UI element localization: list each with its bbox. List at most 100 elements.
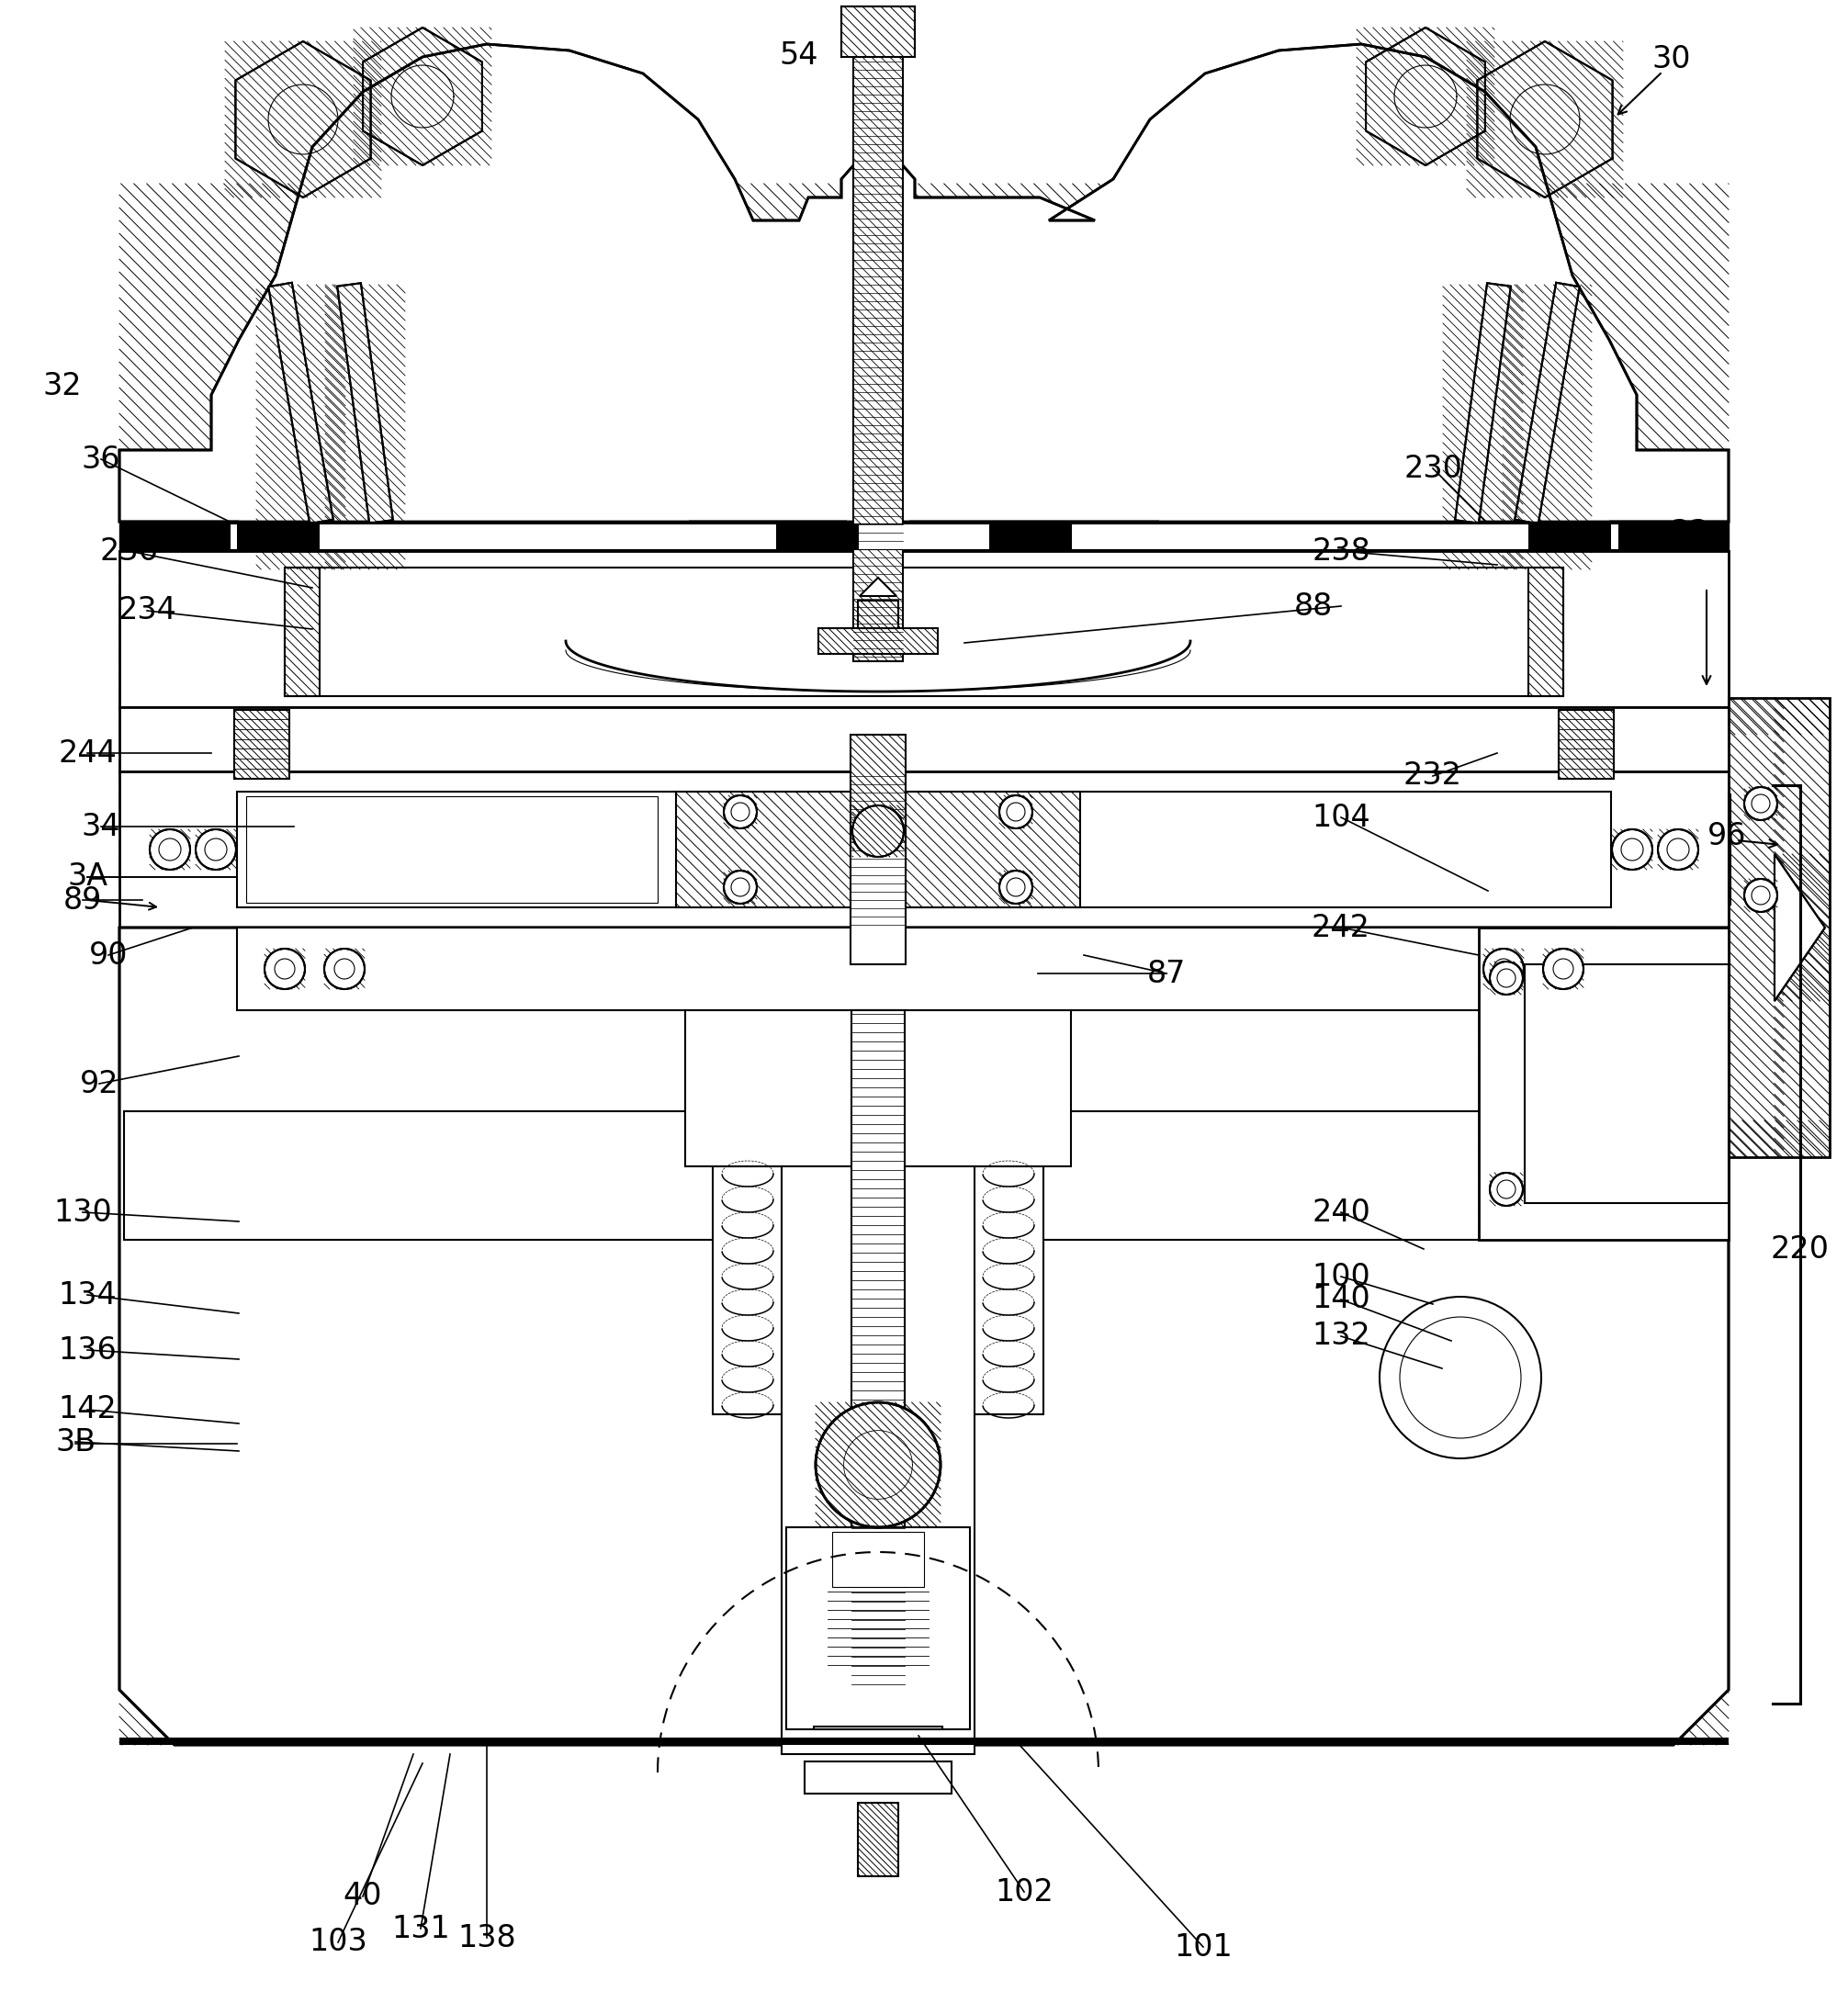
Bar: [124, 1112, 1724, 1241]
Text: 140: 140: [1312, 1285, 1369, 1315]
Bar: [235, 709, 290, 779]
Bar: [676, 792, 1079, 908]
Text: 90: 90: [89, 941, 128, 971]
Bar: [713, 1166, 1044, 1414]
Bar: [686, 1011, 1072, 1166]
Polygon shape: [268, 282, 333, 524]
Bar: [237, 524, 320, 550]
Circle shape: [732, 804, 750, 822]
Circle shape: [1552, 959, 1573, 979]
Polygon shape: [859, 578, 896, 596]
Circle shape: [1611, 830, 1652, 870]
Text: 230: 230: [1403, 453, 1462, 483]
Text: 3B: 3B: [55, 1426, 96, 1456]
Text: 33: 33: [1671, 518, 1709, 548]
Bar: [237, 792, 1611, 908]
Bar: [804, 1762, 952, 1794]
Circle shape: [1745, 878, 1778, 912]
Circle shape: [1007, 878, 1026, 896]
Circle shape: [323, 949, 364, 989]
Text: 142: 142: [57, 1394, 116, 1424]
Circle shape: [1543, 949, 1584, 989]
Circle shape: [1745, 787, 1778, 820]
Bar: [989, 524, 1072, 550]
Bar: [246, 796, 658, 902]
Bar: [120, 1738, 1728, 1744]
Bar: [857, 1803, 898, 1877]
Circle shape: [1667, 838, 1689, 860]
Circle shape: [1380, 1297, 1541, 1458]
Bar: [846, 183, 909, 522]
Text: 242: 242: [1312, 912, 1371, 943]
Circle shape: [1658, 830, 1698, 870]
Bar: [237, 928, 1611, 1011]
Bar: [120, 707, 1728, 771]
Circle shape: [852, 806, 904, 856]
Text: 138: 138: [458, 1923, 516, 1954]
Text: 240: 240: [1312, 1196, 1371, 1227]
Polygon shape: [1515, 282, 1580, 524]
Polygon shape: [238, 449, 689, 522]
Polygon shape: [336, 284, 394, 524]
Text: 54: 54: [780, 40, 819, 70]
Text: 87: 87: [1148, 959, 1186, 989]
Bar: [850, 735, 906, 965]
Text: 232: 232: [1403, 761, 1462, 792]
Polygon shape: [1774, 854, 1826, 1001]
Text: 238: 238: [1312, 536, 1369, 566]
Text: 30: 30: [1652, 44, 1691, 75]
Text: 89: 89: [63, 884, 102, 914]
Bar: [782, 1166, 974, 1754]
Circle shape: [1484, 949, 1525, 989]
Polygon shape: [120, 44, 1728, 522]
Text: 101: 101: [1173, 1931, 1233, 1962]
Bar: [857, 600, 898, 628]
Circle shape: [150, 830, 190, 870]
Circle shape: [1399, 1317, 1521, 1438]
Circle shape: [205, 838, 227, 860]
Bar: [1558, 709, 1613, 779]
Bar: [841, 6, 915, 56]
Bar: [285, 568, 1563, 697]
Circle shape: [1000, 870, 1033, 904]
Text: 236: 236: [100, 536, 157, 566]
Text: 32: 32: [43, 371, 81, 401]
Bar: [1478, 928, 1728, 1241]
Circle shape: [815, 1402, 941, 1527]
Circle shape: [1489, 1172, 1523, 1206]
Circle shape: [1752, 794, 1770, 814]
Circle shape: [1621, 838, 1643, 860]
Text: 100: 100: [1312, 1261, 1369, 1291]
Bar: [1728, 699, 1830, 1158]
Bar: [832, 1533, 924, 1587]
Bar: [1525, 965, 1728, 1202]
Text: 136: 136: [57, 1335, 116, 1365]
Bar: [785, 1527, 970, 1730]
Bar: [1528, 524, 1611, 550]
Text: 130: 130: [54, 1196, 113, 1227]
Polygon shape: [120, 928, 1728, 1744]
Bar: [120, 522, 1728, 552]
Circle shape: [1752, 886, 1770, 904]
Text: 3A: 3A: [67, 862, 107, 892]
Circle shape: [1489, 961, 1523, 995]
Bar: [1528, 568, 1563, 697]
Circle shape: [196, 830, 237, 870]
Text: 103: 103: [309, 1927, 368, 1958]
Circle shape: [1007, 804, 1026, 822]
Circle shape: [334, 959, 355, 979]
Text: 131: 131: [392, 1913, 449, 1944]
Bar: [819, 628, 937, 655]
Circle shape: [275, 959, 296, 979]
Circle shape: [1497, 969, 1515, 987]
Bar: [852, 1011, 906, 1690]
Text: 104: 104: [1312, 802, 1369, 832]
Text: 220: 220: [1770, 1235, 1830, 1265]
Circle shape: [264, 949, 305, 989]
Bar: [120, 771, 1728, 928]
Polygon shape: [1454, 284, 1512, 524]
Text: 92: 92: [79, 1069, 118, 1100]
Polygon shape: [1159, 449, 1610, 522]
Bar: [120, 552, 1728, 707]
Circle shape: [732, 878, 750, 896]
